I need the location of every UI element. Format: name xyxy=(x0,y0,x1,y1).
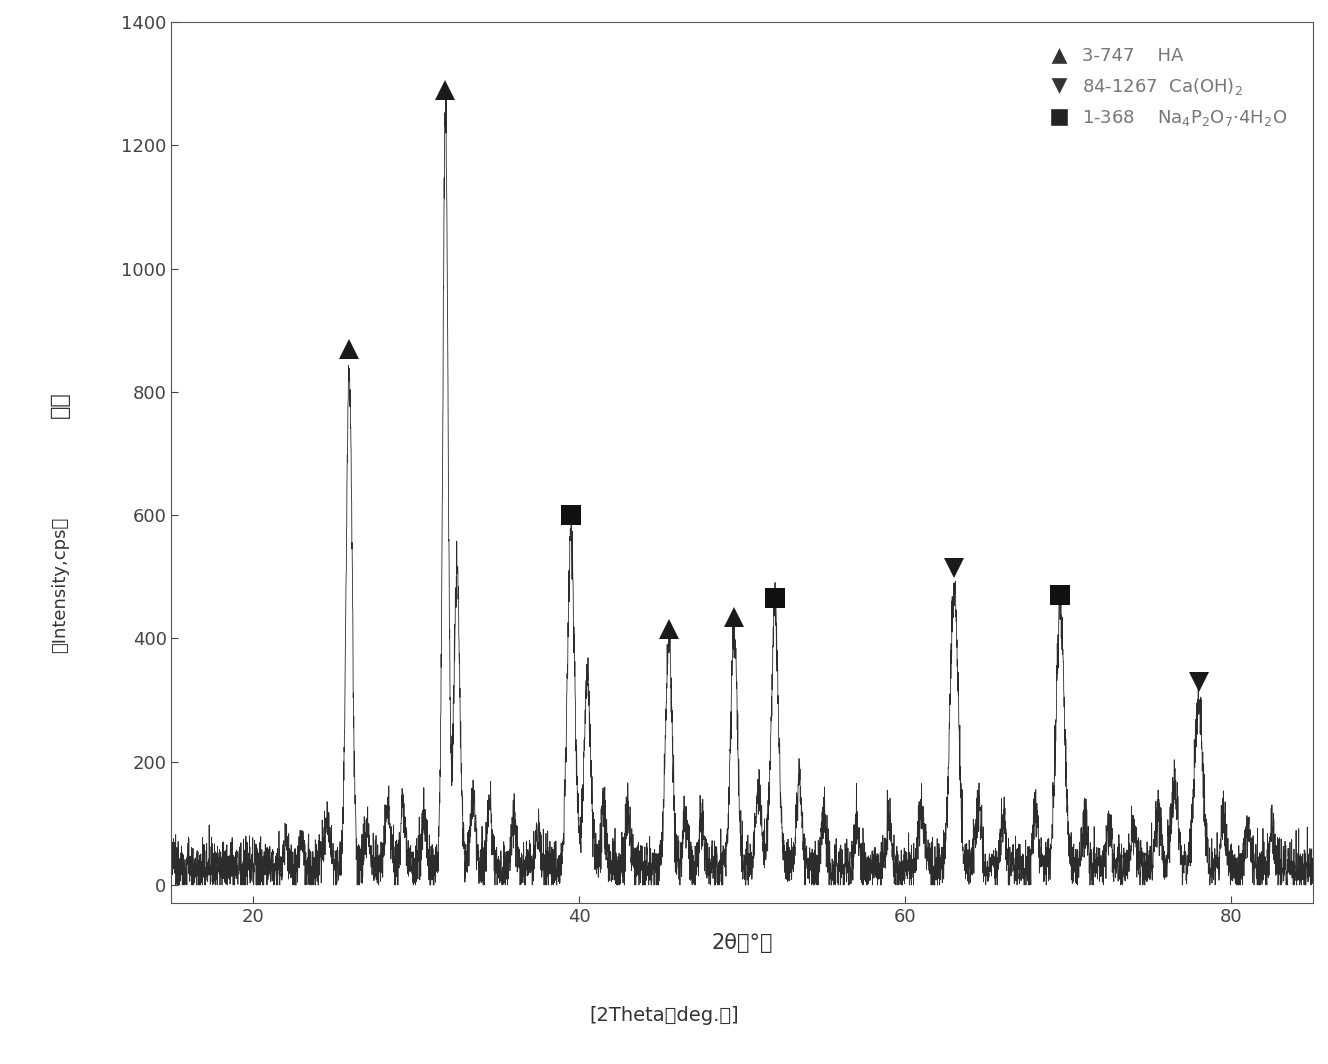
Text: 强度: 强度 xyxy=(49,390,70,418)
Text: [2Theta（deg.）]: [2Theta（deg.）] xyxy=(590,1007,738,1026)
X-axis label: 2θ（°）: 2θ（°） xyxy=(712,933,773,953)
Legend: 3-747    HA, 84-1267  Ca(OH)$_2$, 1-368    Na$_4$P$_2$O$_7$⋅4H$_2$O: 3-747 HA, 84-1267 Ca(OH)$_2$, 1-368 Na$_… xyxy=(1042,40,1295,135)
Text: （Intensity,cps）: （Intensity,cps） xyxy=(50,517,69,653)
